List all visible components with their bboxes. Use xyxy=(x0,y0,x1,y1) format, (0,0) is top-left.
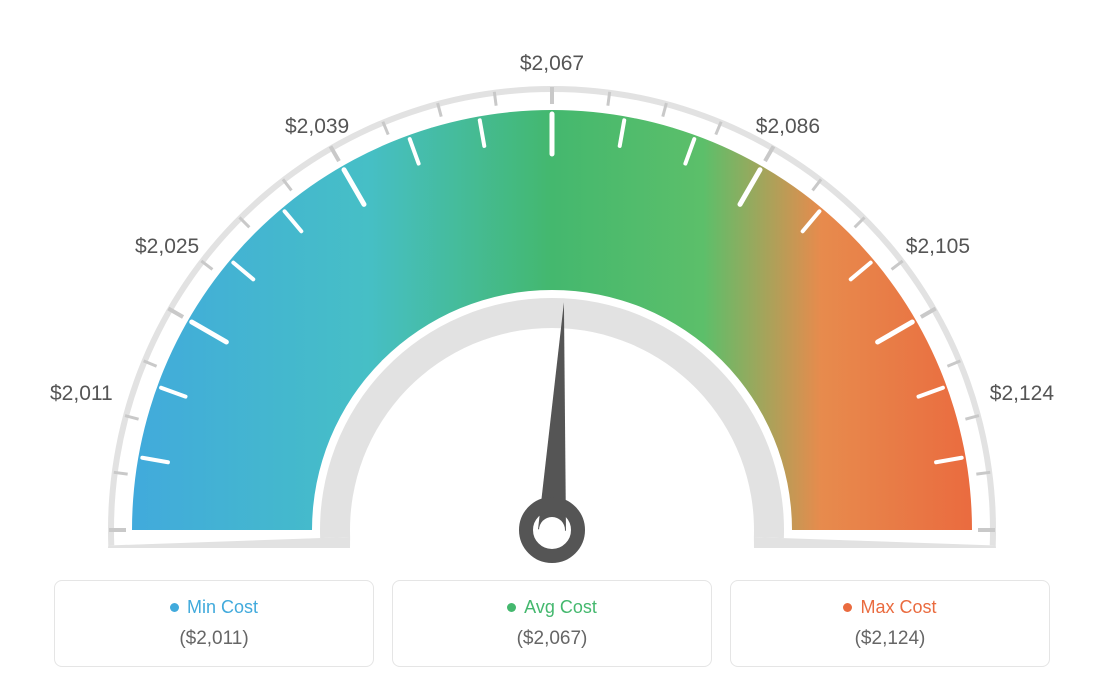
gauge-tick-label: $2,067 xyxy=(520,52,584,75)
legend-row: Min Cost ($2,011) Avg Cost ($2,067) Max Cost… xyxy=(54,580,1050,667)
gauge-minor-tick xyxy=(976,472,990,474)
legend-title: Max Cost xyxy=(843,597,936,618)
legend-dot-icon xyxy=(507,603,516,612)
gauge-chart: $2,011 $2,025 $2,039 $2,067 $2,086 $2,105 $2,1… xyxy=(0,0,1104,560)
gauge-needle xyxy=(538,302,566,530)
gauge-tick-label: $2,025 xyxy=(135,235,199,258)
legend-title: Avg Cost xyxy=(507,597,597,618)
legend-dot-icon xyxy=(170,603,179,612)
gauge-tick-label: $2,039 xyxy=(285,115,349,138)
legend-title-text: Max Cost xyxy=(860,597,936,618)
legend-title-text: Min Cost xyxy=(187,597,258,618)
gauge-minor-tick xyxy=(855,217,865,227)
legend-card-max: Max Cost ($2,124) xyxy=(730,580,1050,667)
gauge-tick-label: $2,086 xyxy=(756,115,820,138)
gauge-minor-tick xyxy=(494,92,496,106)
gauge-tick-label: $2,124 xyxy=(990,382,1055,405)
legend-title: Min Cost xyxy=(170,597,258,618)
legend-value: ($2,124) xyxy=(749,628,1031,650)
gauge-tick-label: $2,011 xyxy=(50,382,113,405)
legend-dot-icon xyxy=(843,603,852,612)
legend-value: ($2,011) xyxy=(73,628,355,650)
gauge-cap-right xyxy=(754,537,996,548)
legend-value: ($2,067) xyxy=(411,628,693,650)
gauge-svg: $2,011 $2,025 $2,039 $2,067 $2,086 $2,105 $2,1… xyxy=(0,30,1104,590)
legend-card-avg: Avg Cost ($2,067) xyxy=(392,580,712,667)
gauge-tick-label: $2,105 xyxy=(906,235,970,258)
legend-card-min: Min Cost ($2,011) xyxy=(54,580,374,667)
gauge-cap-left xyxy=(108,537,350,548)
gauge-minor-tick xyxy=(239,217,249,227)
gauge-needle-hub-inner xyxy=(539,517,565,543)
legend-title-text: Avg Cost xyxy=(524,597,597,618)
gauge-minor-tick xyxy=(114,472,128,474)
gauge-minor-tick xyxy=(608,92,610,106)
